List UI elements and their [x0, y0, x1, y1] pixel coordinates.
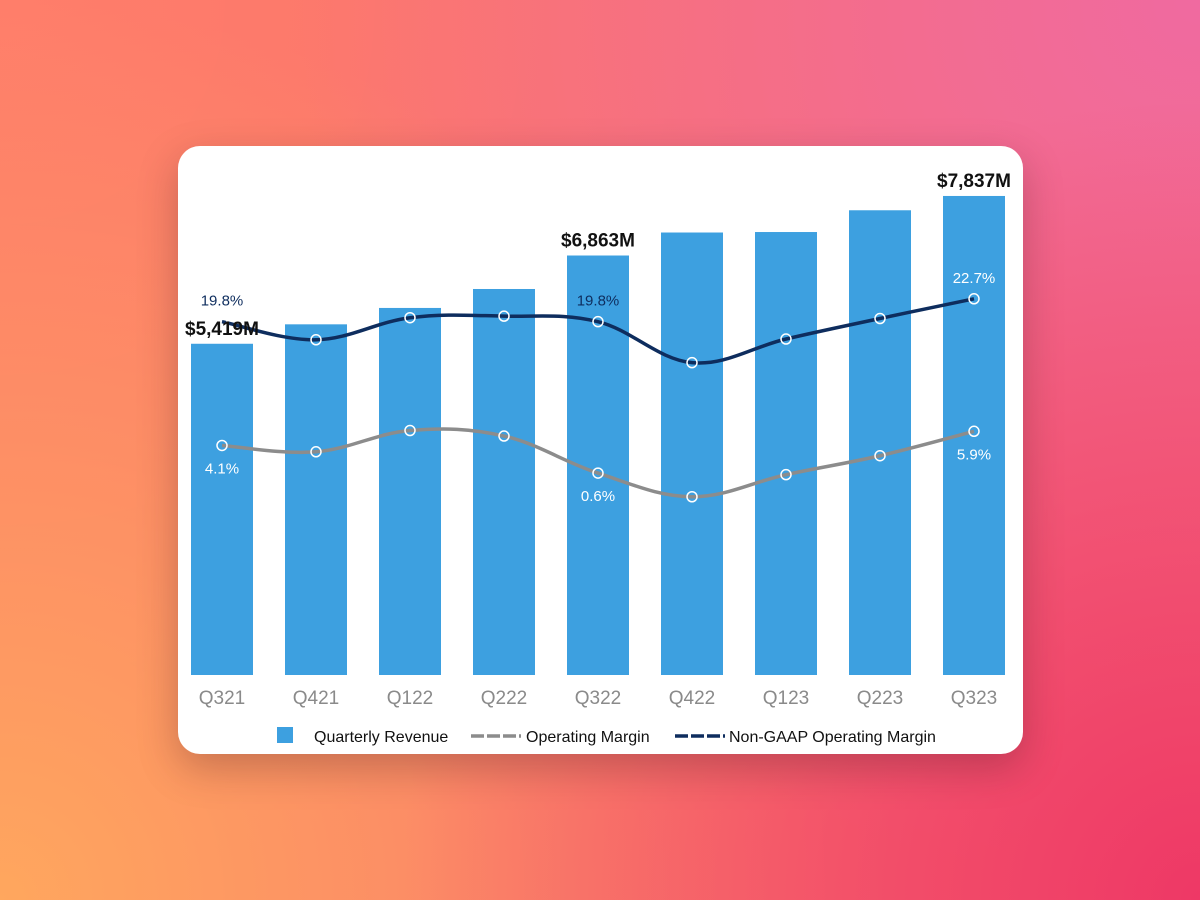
operating-margin-data-label: 0.6% [581, 488, 615, 505]
operating-margin-point-q223 [874, 449, 886, 462]
non-gaap-margin-point-q323 [968, 293, 980, 305]
operating-margin-point-q222 [498, 430, 510, 442]
revenue-data-label: $7,837M [937, 171, 1011, 192]
chart-card: $5,419M $6,863M $7,837M 19.8% 19.8% 22.7% 4.1%… [178, 146, 1023, 754]
revenue-bar-q123 [755, 232, 817, 675]
non-gaap-margin-point-q222 [498, 310, 510, 322]
non-gaap-margin-point-q321 [216, 315, 228, 328]
revenue-bar-q422 [661, 232, 723, 676]
legend-label-operating-margin: Operating Margin [526, 729, 650, 746]
operating-margin-point-q122 [404, 424, 416, 437]
revenue-bar-q421 [285, 324, 347, 675]
legend-label-revenue: Quarterly Revenue [314, 729, 448, 746]
operating-margin-point-q422 [686, 491, 698, 503]
margin-lines [216, 293, 980, 503]
non-gaap-margin-point-q122 [404, 311, 416, 324]
x-tick-label: Q321 [199, 688, 245, 709]
x-axis-ticks: Q321 Q421 Q122 Q222 Q322 Q422 Q123 Q223 Q323 [199, 688, 997, 709]
legend-swatch-revenue [277, 727, 293, 743]
revenue-data-label: $6,863M [561, 230, 635, 251]
revenue-bar-q222 [473, 288, 535, 675]
operating-margin-point-q123 [780, 468, 792, 481]
x-tick-label: Q123 [763, 688, 809, 709]
x-tick-label: Q222 [481, 688, 527, 709]
legend: Quarterly Revenue Operating Margin Non-G… [277, 727, 936, 746]
revenue-data-label: $5,419M [185, 319, 259, 340]
revenue-bar-q223 [849, 210, 911, 675]
operating-margin-point-q323 [968, 425, 980, 438]
non-gaap-margin-point-q422 [686, 356, 698, 369]
combo-chart: $5,419M $6,863M $7,837M 19.8% 19.8% 22.7% 4.1%… [185, 171, 1011, 746]
operating-margin-point-q321 [216, 439, 228, 452]
revenue-bar-q122 [379, 307, 441, 675]
data-labels: $5,419M $6,863M $7,837M 19.8% 19.8% 22.7% 4.1%… [185, 171, 1011, 505]
non-gaap-margin-line [221, 297, 975, 365]
x-tick-label: Q421 [293, 688, 339, 709]
legend-label-non-gaap-margin: Non-GAAP Operating Margin [729, 729, 936, 746]
x-tick-label: Q323 [951, 688, 997, 709]
x-tick-label: Q122 [387, 688, 433, 709]
x-tick-label: Q422 [669, 688, 715, 709]
non-gaap-margin-data-label: 22.7% [953, 270, 996, 287]
revenue-bars [191, 195, 1005, 676]
operating-margin-point-q421 [310, 446, 322, 458]
non-gaap-margin-point-q421 [310, 334, 322, 346]
non-gaap-margin-data-label: 19.8% [577, 293, 620, 310]
x-tick-label: Q223 [857, 688, 903, 709]
non-gaap-margin-point-q123 [780, 333, 792, 345]
non-gaap-margin-point-q223 [874, 312, 886, 325]
operating-margin-point-q322 [592, 467, 604, 479]
non-gaap-margin-point-q322 [592, 315, 604, 328]
non-gaap-margin-data-label: 19.8% [201, 293, 244, 310]
x-tick-label: Q322 [575, 688, 621, 709]
operating-margin-line [221, 427, 975, 499]
operating-margin-data-label: 5.9% [957, 446, 991, 463]
operating-margin-data-label: 4.1% [205, 460, 239, 477]
revenue-bar-q321 [191, 343, 253, 675]
